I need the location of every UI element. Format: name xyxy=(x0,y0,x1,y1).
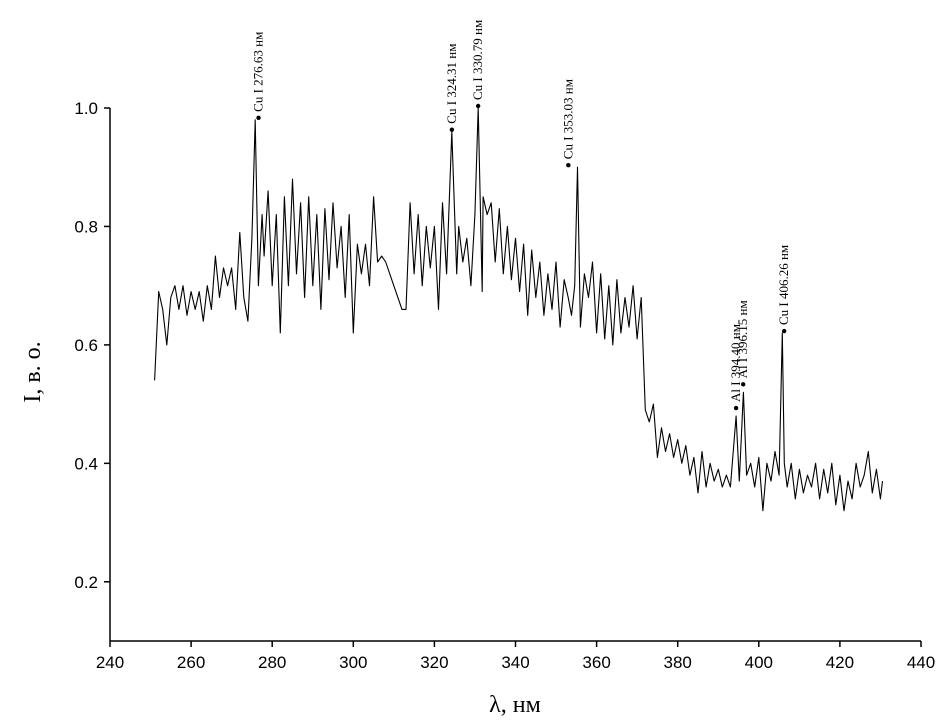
peak-label: Al I 394.40 нм xyxy=(728,324,743,402)
axes xyxy=(109,108,921,642)
peak-marker xyxy=(475,103,481,109)
spectrum-line xyxy=(154,107,884,512)
x-ticks: 240 260 280 300 320 340 360 380 400 420 440 xyxy=(96,641,935,672)
peak-marker xyxy=(781,328,787,334)
peak-marker xyxy=(740,382,746,387)
y-tick-label: 0.2 xyxy=(74,573,98,592)
x-tick-label: 340 xyxy=(501,653,529,672)
peak-label: Cu I 324.31 нм xyxy=(444,44,459,124)
peak-marker xyxy=(566,163,571,168)
x-tick-label: 440 xyxy=(907,653,935,672)
y-ticks: 0.2 0.4 0.6 0.8 1.0 xyxy=(74,99,110,592)
peak-label: Cu I 330.79 нм xyxy=(470,20,485,100)
x-axis-title: λ, нм xyxy=(489,692,541,718)
x-tick-label: 280 xyxy=(258,653,286,672)
x-tick-label: 300 xyxy=(339,653,367,672)
y-tick-label: 1.0 xyxy=(74,99,98,118)
y-axis-title: I, в. о. xyxy=(20,341,46,402)
x-tick-label: 240 xyxy=(96,653,124,672)
peak-marker xyxy=(256,115,261,121)
x-tick-label: 400 xyxy=(745,653,773,672)
x-tick-label: 260 xyxy=(177,653,205,672)
peak-label: Cu I 276.63 нм xyxy=(251,32,266,112)
x-tick-label: 360 xyxy=(582,653,610,672)
y-tick-label: 0.6 xyxy=(74,336,98,355)
peak-annotations: Cu I 276.63 нм Cu I 324.31 нм Cu I 330.79 … xyxy=(251,20,791,411)
x-tick-label: 420 xyxy=(826,653,854,672)
x-tick-label: 380 xyxy=(664,653,692,672)
peak-label: Cu I 406.26 нм xyxy=(776,245,791,325)
peak-marker xyxy=(449,127,455,132)
peak-label: Al I 396.15 нм xyxy=(735,300,750,378)
y-tick-label: 0.8 xyxy=(74,217,98,236)
peak-marker xyxy=(733,405,739,411)
x-tick-label: 320 xyxy=(420,653,448,672)
y-tick-label: 0.4 xyxy=(74,454,98,473)
peak-label: Cu I 353.03 нм xyxy=(560,79,575,159)
